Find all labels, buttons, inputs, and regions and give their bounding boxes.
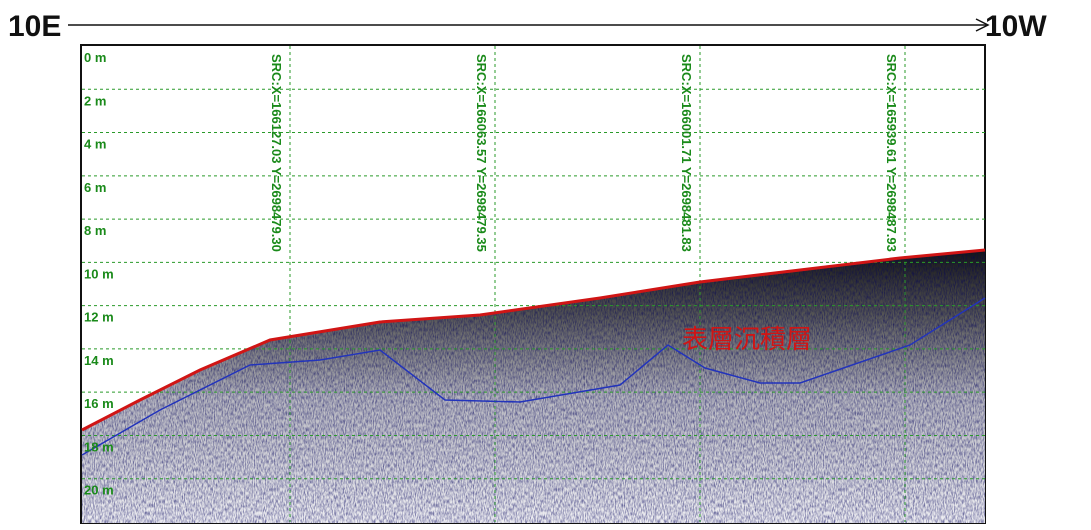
src-label: SRC:X=166063.57 Y=2698479.35	[474, 54, 489, 252]
depth-label: 8 m	[84, 223, 106, 238]
depth-label: 4 m	[84, 137, 106, 152]
depth-label: 16 m	[84, 396, 114, 411]
depth-label: 20 m	[84, 483, 114, 498]
src-label: SRC:X=166001.71 Y=2698481.83	[679, 54, 694, 252]
end-label: 10W	[985, 10, 1047, 43]
src-label: SRC:X=166127.03 Y=2698479.30	[269, 54, 284, 252]
src-label: SRC:X=165939.61 Y=2698487.93	[884, 54, 899, 252]
depth-label: 0 m	[84, 50, 106, 65]
depth-label: 10 m	[84, 266, 114, 281]
depth-label: 6 m	[84, 180, 106, 195]
annotation: 表層沉積層	[682, 325, 812, 355]
depth-label: 2 m	[84, 93, 106, 108]
depth-label: 12 m	[84, 310, 114, 325]
depth-label: 18 m	[84, 439, 114, 454]
profile-figure: 10E 10W 表層沉積層 0 m 2 m 4 m 6 m 8 m 10 m 12 m 14 …	[0, 0, 1091, 530]
depth-label: 14 m	[84, 353, 114, 368]
start-label: 10E	[8, 10, 61, 43]
